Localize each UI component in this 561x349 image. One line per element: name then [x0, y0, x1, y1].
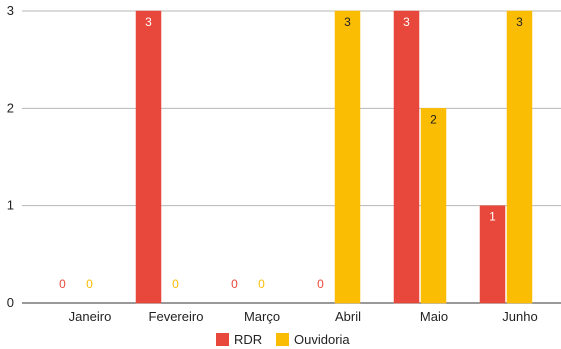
bar-rdr-1 — [135, 10, 162, 304]
data-label-rdr-3: 0 — [317, 277, 324, 291]
bar-ouvidoria-5 — [506, 10, 533, 304]
data-labels: 0 0 3 0 0 0 0 3 3 2 1 3 — [59, 15, 523, 291]
data-label-ouvidoria-3: 3 — [344, 15, 351, 29]
legend: RDR Ouvidoria — [216, 332, 350, 347]
bars — [135, 10, 533, 304]
legend-swatch-rdr — [216, 333, 229, 346]
y-tick-label: 3 — [7, 3, 14, 18]
x-tick-label: Março — [244, 309, 280, 324]
bar-ouvidoria-3 — [334, 10, 361, 304]
legend-label-ouvidoria: Ouvidoria — [294, 332, 350, 347]
data-label-rdr-4: 3 — [403, 15, 410, 29]
data-label-ouvidoria-0: 0 — [86, 277, 93, 291]
legend-label-rdr: RDR — [234, 332, 262, 347]
grid-lines — [22, 10, 561, 304]
y-axis-ticks: 0 1 2 3 — [7, 3, 14, 310]
x-tick-label: Maio — [420, 309, 448, 324]
y-tick-label: 2 — [7, 100, 14, 115]
x-axis-ticks: Janeiro Fevereiro Março Abril Maio Junho — [69, 309, 538, 324]
legend-swatch-ouvidoria — [276, 333, 289, 346]
data-label-ouvidoria-5: 3 — [516, 15, 523, 29]
data-label-rdr-5: 1 — [489, 210, 496, 224]
bar-rdr-4 — [393, 10, 420, 304]
data-label-ouvidoria-4: 2 — [430, 112, 437, 126]
data-label-ouvidoria-2: 0 — [258, 277, 265, 291]
data-label-rdr-2: 0 — [231, 277, 238, 291]
y-tick-label: 1 — [7, 198, 14, 213]
bar-ouvidoria-4 — [420, 108, 447, 304]
data-label-rdr-0: 0 — [59, 277, 66, 291]
bar-rdr-5 — [479, 205, 506, 304]
x-tick-label: Abril — [335, 309, 361, 324]
data-label-rdr-1: 3 — [145, 15, 152, 29]
data-label-ouvidoria-1: 0 — [172, 277, 179, 291]
x-tick-label: Fevereiro — [149, 309, 204, 324]
y-tick-label: 0 — [7, 295, 14, 310]
x-tick-label: Junho — [502, 309, 537, 324]
x-tick-label: Janeiro — [69, 309, 112, 324]
